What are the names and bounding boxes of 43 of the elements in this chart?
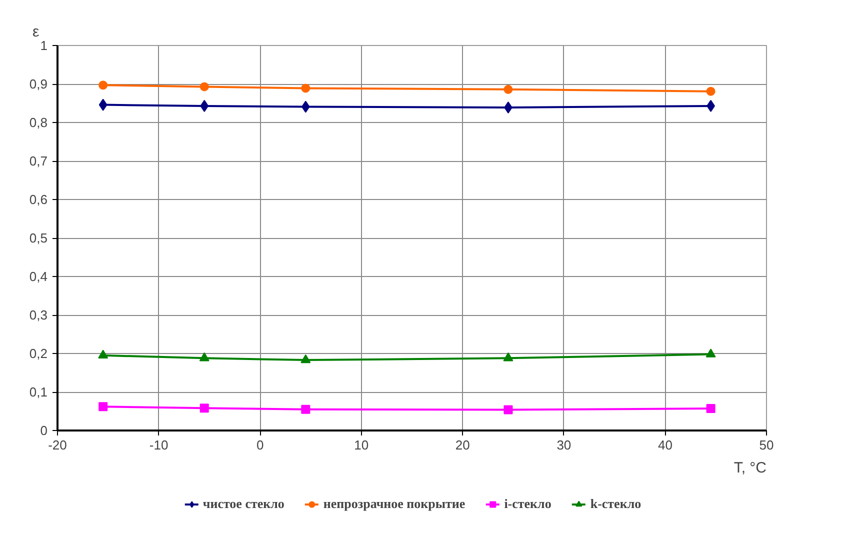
- point: [301, 404, 310, 414]
- point: [300, 354, 311, 364]
- legend-label: k-стекло: [590, 496, 642, 512]
- point: [504, 405, 513, 414]
- x-tick-label: 30: [556, 438, 572, 452]
- point: [301, 100, 310, 113]
- y-tick-label: 0,4: [29, 269, 48, 284]
- point: [200, 100, 209, 112]
- point: [98, 402, 108, 412]
- y-tick-label: 0: [40, 423, 48, 438]
- legend-label: непрозрачное покрытие: [323, 496, 466, 512]
- x-tick-label: 20: [455, 438, 470, 452]
- y-tick-label: 0,6: [29, 192, 48, 207]
- point: [706, 348, 716, 358]
- point: [200, 82, 209, 92]
- x-tick-label: 50: [759, 438, 774, 452]
- point: [199, 352, 210, 362]
- y-tick-label: 0,8: [29, 115, 48, 130]
- point: [98, 80, 108, 90]
- point: [301, 84, 310, 93]
- x-tick-label: 0: [256, 438, 264, 452]
- point: [503, 352, 514, 362]
- legend-label: чистое стекло: [202, 496, 284, 512]
- y-tick-label: 0,2: [29, 346, 48, 361]
- point: [98, 350, 108, 359]
- x-tick-label: -20: [48, 438, 67, 452]
- x-tick-label: 10: [354, 438, 369, 452]
- y-tick-label: 1: [40, 38, 48, 53]
- x-tick-label: 40: [658, 438, 672, 452]
- point: [98, 98, 108, 111]
- point: [706, 404, 716, 414]
- y-tick-label: 0,1: [29, 384, 48, 400]
- x-tick-label: -10: [149, 438, 168, 452]
- y-tick-label: 0,9: [29, 76, 48, 92]
- y-axis-title: ε: [32, 24, 40, 40]
- point: [504, 84, 513, 94]
- y-tick-label: 0,7: [29, 154, 48, 168]
- legend-label: i-стекло: [504, 496, 552, 512]
- y-tick-label: 0,5: [29, 230, 48, 246]
- x-axis-title: T, °C: [734, 460, 767, 476]
- y-tick-label: 0,3: [29, 308, 48, 322]
- point: [200, 404, 209, 413]
- point: [706, 86, 716, 96]
